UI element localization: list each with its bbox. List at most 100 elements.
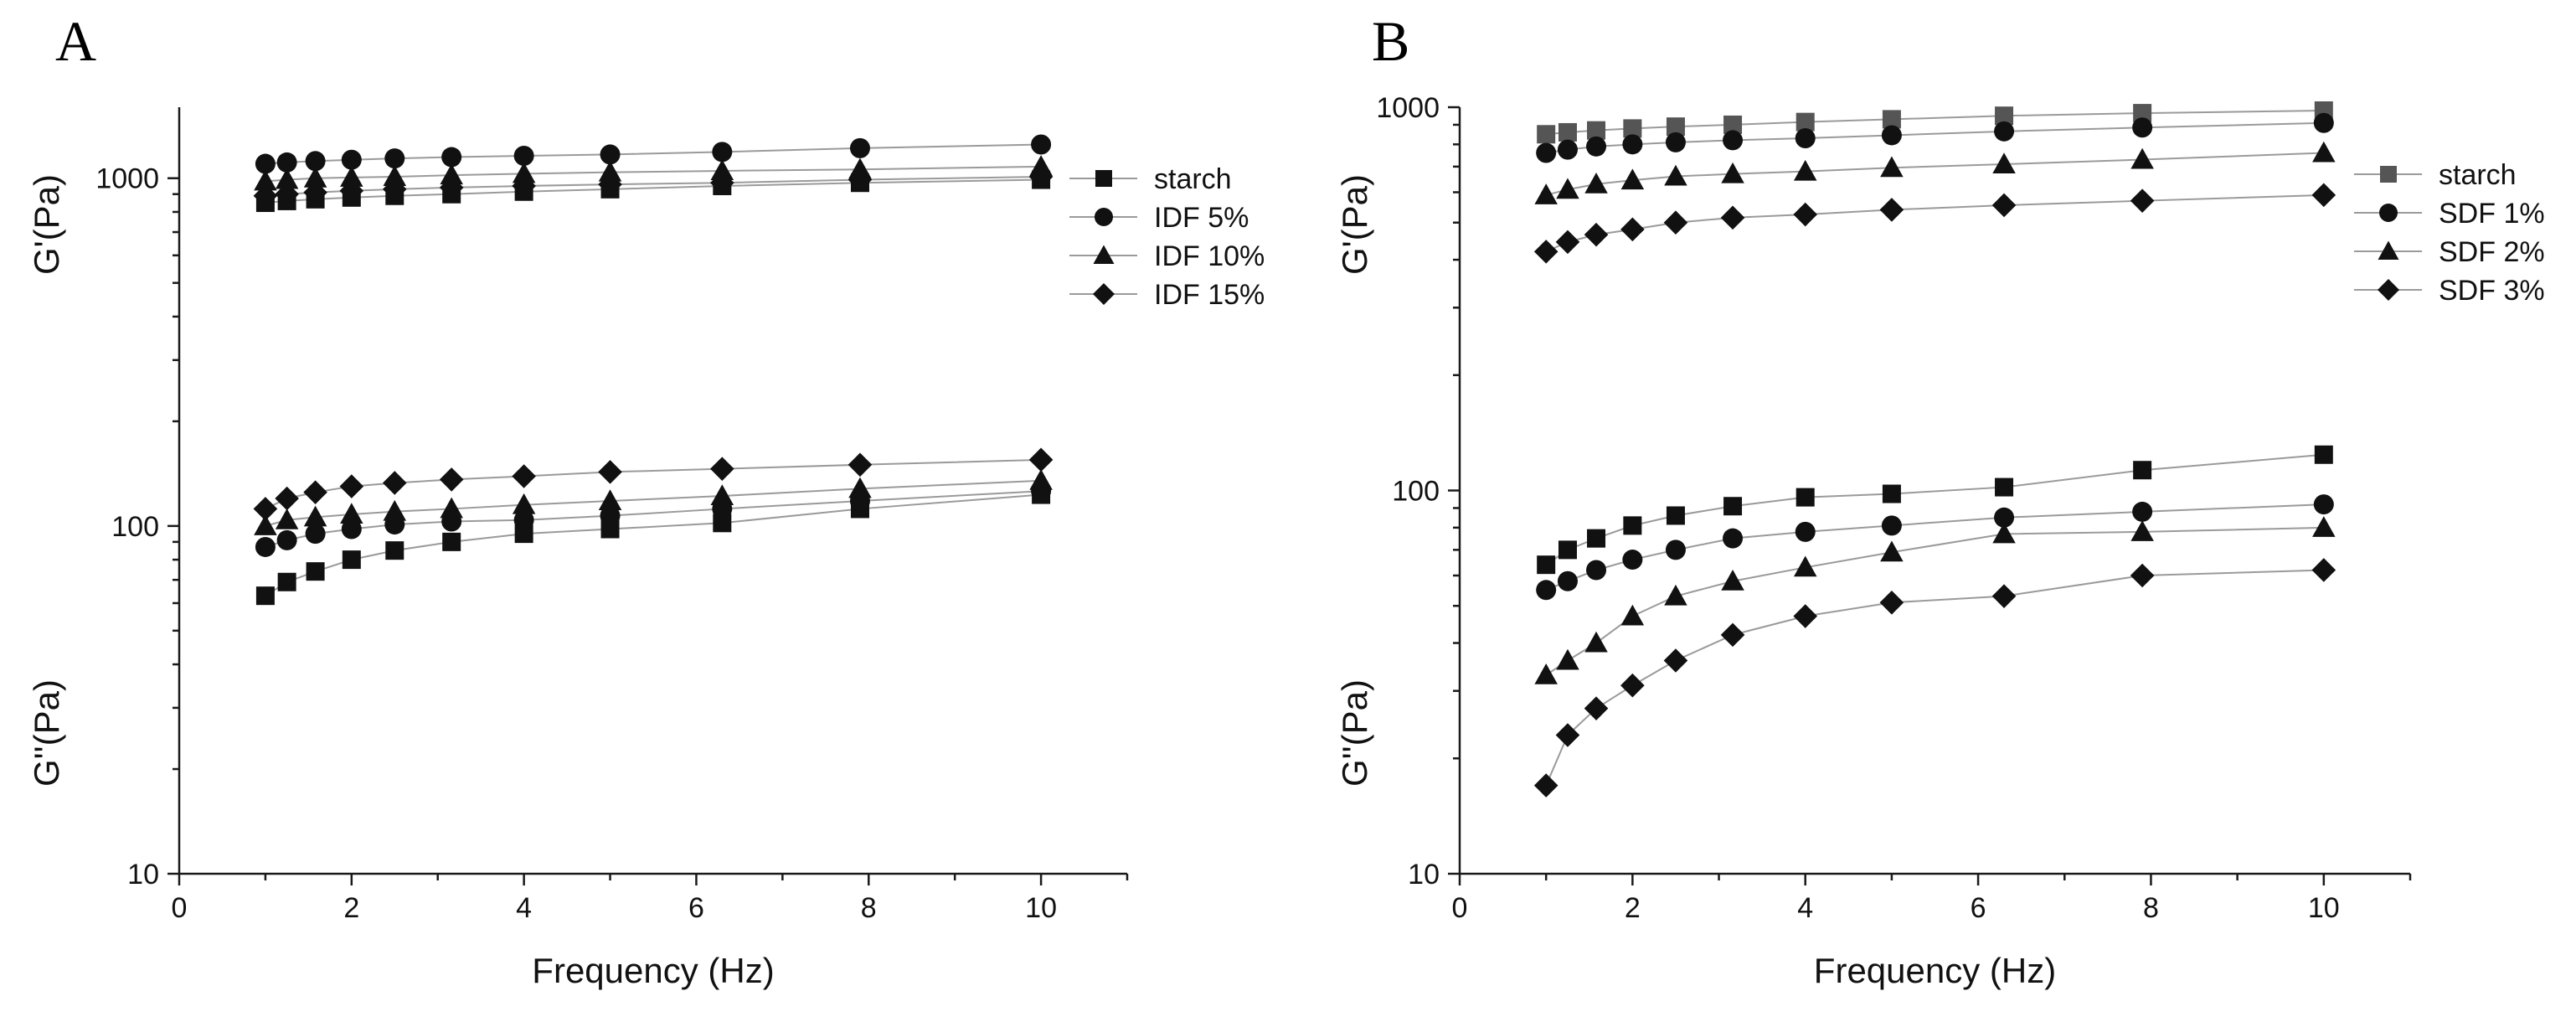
data-point bbox=[1793, 202, 1818, 227]
y-axis-title-storage-modulus: G'(Pa) bbox=[1335, 174, 1374, 275]
data-point bbox=[255, 586, 275, 606]
data-point bbox=[340, 503, 363, 524]
data-point bbox=[710, 159, 734, 180]
data-point bbox=[512, 162, 536, 183]
series-line bbox=[1545, 526, 2324, 676]
x-axis-title: Frequency (Hz) bbox=[532, 951, 774, 990]
data-point bbox=[1536, 142, 1557, 163]
data-point bbox=[1881, 515, 1902, 536]
series-line bbox=[265, 458, 1042, 510]
data-point bbox=[1584, 631, 1608, 653]
series-idf-10--loss bbox=[254, 469, 1053, 535]
data-point bbox=[2314, 445, 2333, 464]
data-point bbox=[1587, 529, 1606, 548]
data-point bbox=[303, 505, 327, 527]
data-point bbox=[2132, 501, 2153, 522]
y-axis-title-storage-modulus: G'(Pa) bbox=[27, 174, 66, 275]
data-point bbox=[1623, 516, 1642, 535]
data-point bbox=[383, 165, 407, 186]
data-point bbox=[713, 514, 732, 533]
panel-label: A bbox=[55, 9, 96, 73]
data-point bbox=[1665, 132, 1686, 152]
data-point bbox=[2130, 563, 2155, 588]
data-point bbox=[339, 474, 364, 498]
legend-label: SDF 2% bbox=[2439, 236, 2545, 268]
data-point bbox=[1991, 193, 2017, 218]
data-point bbox=[848, 452, 873, 478]
data-point bbox=[306, 562, 325, 581]
series-sdf-1--loss bbox=[1536, 494, 2334, 601]
data-point bbox=[1723, 130, 1744, 151]
data-point bbox=[1795, 128, 1816, 149]
data-point bbox=[1555, 723, 1580, 747]
data-point bbox=[512, 173, 536, 199]
x-tick-label: 2 bbox=[343, 892, 359, 924]
data-point bbox=[1031, 134, 1052, 155]
legend-marker bbox=[1093, 245, 1115, 264]
data-point bbox=[1556, 178, 1579, 199]
series-line bbox=[265, 143, 1042, 165]
data-point bbox=[2313, 112, 2334, 133]
data-point bbox=[254, 514, 277, 535]
data-point bbox=[1664, 164, 1687, 186]
series-idf-10--storage bbox=[254, 155, 1053, 191]
data-point bbox=[1584, 222, 1609, 247]
data-point bbox=[1720, 622, 1745, 648]
data-point bbox=[2133, 461, 2152, 480]
data-point bbox=[1994, 121, 2015, 142]
data-point bbox=[303, 166, 327, 188]
data-point bbox=[1558, 540, 1577, 560]
data-point bbox=[512, 493, 536, 514]
data-point bbox=[598, 172, 622, 197]
data-point bbox=[710, 457, 734, 481]
data-point bbox=[1584, 696, 1609, 720]
data-point bbox=[341, 149, 362, 170]
data-point bbox=[712, 142, 733, 163]
data-point bbox=[275, 486, 299, 511]
series-starch-loss bbox=[255, 485, 1051, 606]
data-point bbox=[1555, 230, 1580, 255]
data-point bbox=[513, 509, 534, 530]
data-point bbox=[1723, 497, 1743, 516]
data-point bbox=[2311, 183, 2336, 208]
x-tick-label: 6 bbox=[1971, 892, 1986, 924]
data-point bbox=[2130, 520, 2154, 541]
data-point bbox=[384, 148, 405, 169]
data-point bbox=[600, 505, 621, 526]
data-point bbox=[848, 477, 872, 498]
data-point bbox=[383, 499, 407, 521]
x-tick-label: 2 bbox=[1625, 892, 1641, 924]
data-point bbox=[1879, 590, 1904, 615]
series-line bbox=[265, 493, 1042, 597]
legend-label: IDF 15% bbox=[1154, 279, 1265, 311]
data-point bbox=[1879, 198, 1904, 222]
x-axis-title: Frequency (Hz) bbox=[1814, 951, 2056, 990]
data-point bbox=[1534, 663, 1558, 684]
data-point bbox=[1622, 550, 1643, 570]
data-point bbox=[341, 519, 362, 539]
x-tick-label: 8 bbox=[861, 892, 877, 924]
data-point bbox=[1664, 584, 1687, 606]
data-point bbox=[1536, 580, 1557, 601]
x-tick-label: 10 bbox=[1025, 892, 1057, 924]
data-point bbox=[382, 471, 407, 495]
series-sdf-1--storage bbox=[1536, 112, 2334, 163]
legend-label: starch bbox=[2439, 159, 2517, 191]
legend-label: IDF 10% bbox=[1154, 240, 1265, 272]
data-point bbox=[275, 168, 299, 189]
x-tick-label: 6 bbox=[688, 892, 704, 924]
data-point bbox=[1992, 522, 2016, 544]
data-point bbox=[1665, 539, 1686, 560]
series-line bbox=[1545, 503, 2324, 591]
data-point bbox=[1720, 205, 1745, 230]
series-line bbox=[1545, 152, 2324, 196]
series-sdf-3--loss bbox=[1533, 558, 2336, 798]
data-point bbox=[1620, 604, 1645, 626]
legend: starch IDF 5% IDF 10% IDF 15% bbox=[1069, 163, 1265, 311]
chart-panel-B: B 0 2 4 6 8 10 10 100 1000 Frequency (Hz) G'(Pa) G''… bbox=[1335, 9, 2545, 990]
data-point bbox=[440, 497, 463, 519]
legend: starch SDF 1% SDF 2% SDF 3% bbox=[2354, 159, 2545, 307]
data-point bbox=[1663, 648, 1688, 673]
data-point bbox=[1584, 173, 1608, 194]
data-point bbox=[276, 529, 297, 550]
